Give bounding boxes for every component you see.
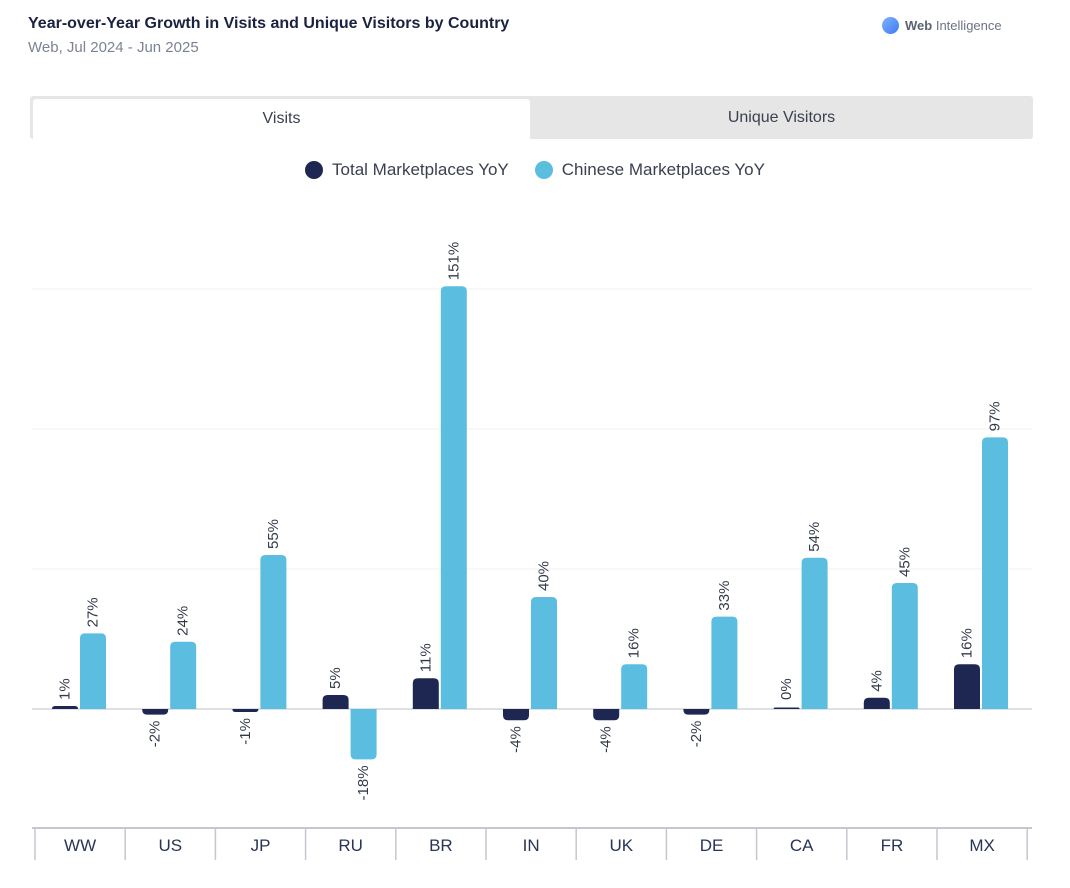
bar-total xyxy=(773,707,800,709)
x-tick-label: FR xyxy=(881,836,904,855)
legend-item-chinese[interactable]: Chinese Marketplaces YoY xyxy=(534,160,765,180)
data-label: 5% xyxy=(327,667,344,689)
legend-label: Chinese Marketplaces YoY xyxy=(561,160,765,179)
data-label: 0% xyxy=(778,678,795,700)
x-tick-label: BR xyxy=(429,836,453,855)
bar-chinese xyxy=(982,437,1008,709)
legend-item-total[interactable]: Total Marketplaces YoY xyxy=(305,160,509,180)
bar-total xyxy=(863,697,890,709)
bar-chinese xyxy=(621,664,648,709)
bar-chinese xyxy=(350,709,377,760)
data-label: -1% xyxy=(237,718,254,745)
bar-total xyxy=(232,709,259,712)
bar-total xyxy=(142,709,169,715)
data-label: 55% xyxy=(265,519,282,549)
data-label: -4% xyxy=(598,726,615,753)
bar-total xyxy=(593,709,620,721)
x-tick-label: DE xyxy=(700,836,724,855)
legend-dot-icon xyxy=(305,161,324,179)
data-label: -2% xyxy=(147,721,164,748)
data-label: -18% xyxy=(355,765,372,800)
tab-visits[interactable]: Visits xyxy=(33,99,530,139)
bar-chinese xyxy=(440,286,467,709)
bar-chinese xyxy=(531,597,557,709)
data-label: 16% xyxy=(626,628,643,658)
data-label: 97% xyxy=(987,401,1004,431)
bar-total xyxy=(503,709,529,721)
bar-total xyxy=(52,706,78,709)
data-label: 45% xyxy=(896,547,913,577)
data-label: 151% xyxy=(445,242,462,280)
data-label: 16% xyxy=(959,628,976,658)
bar-total xyxy=(954,664,980,709)
x-tick-label: JP xyxy=(251,836,271,855)
data-label: -4% xyxy=(508,726,525,753)
x-tick-label: MX xyxy=(969,836,995,855)
data-label: -2% xyxy=(688,721,705,748)
chart-title: Year-over-Year Growth in Visits and Uniq… xyxy=(28,15,510,32)
bar-total xyxy=(412,678,439,709)
legend: Total Marketplaces YoY Chinese Marketpla… xyxy=(0,160,1070,180)
bar-total xyxy=(322,695,349,709)
legend-dot-icon xyxy=(534,161,553,179)
globe-logo-icon xyxy=(882,17,899,34)
bar-chinese xyxy=(801,557,828,709)
tab-bar: Visits Unique Visitors xyxy=(30,96,1033,139)
bar-chinese xyxy=(170,641,197,709)
chart-subtitle: Web, Jul 2024 - Jun 2025 xyxy=(28,39,199,56)
data-label: 4% xyxy=(868,670,885,692)
brand: Web Intelligence xyxy=(882,17,1002,34)
data-label: 54% xyxy=(806,522,823,552)
x-tick-label: US xyxy=(158,836,182,855)
data-label: 11% xyxy=(417,643,434,672)
bar-chinese xyxy=(711,616,738,709)
bar-total xyxy=(683,709,710,715)
bar-chinese xyxy=(260,555,287,709)
x-tick-label: RU xyxy=(338,836,363,855)
brand-rest: Intelligence xyxy=(935,18,1002,33)
legend-label: Total Marketplaces YoY xyxy=(332,160,509,179)
data-label: 40% xyxy=(536,561,553,591)
x-tick-label: UK xyxy=(609,836,633,855)
data-label: 33% xyxy=(716,581,733,611)
x-tick-label: WW xyxy=(64,836,96,855)
x-tick-label: IN xyxy=(523,836,540,855)
bar-chinese xyxy=(891,583,918,709)
brand-bold: Web xyxy=(905,18,933,33)
x-tick-label: CA xyxy=(790,836,814,855)
data-label: 24% xyxy=(175,606,192,636)
data-label: 1% xyxy=(57,678,74,700)
data-label: 27% xyxy=(85,597,102,627)
bar-chinese xyxy=(80,633,106,709)
tab-unique-visitors[interactable]: Unique Visitors xyxy=(727,109,836,126)
